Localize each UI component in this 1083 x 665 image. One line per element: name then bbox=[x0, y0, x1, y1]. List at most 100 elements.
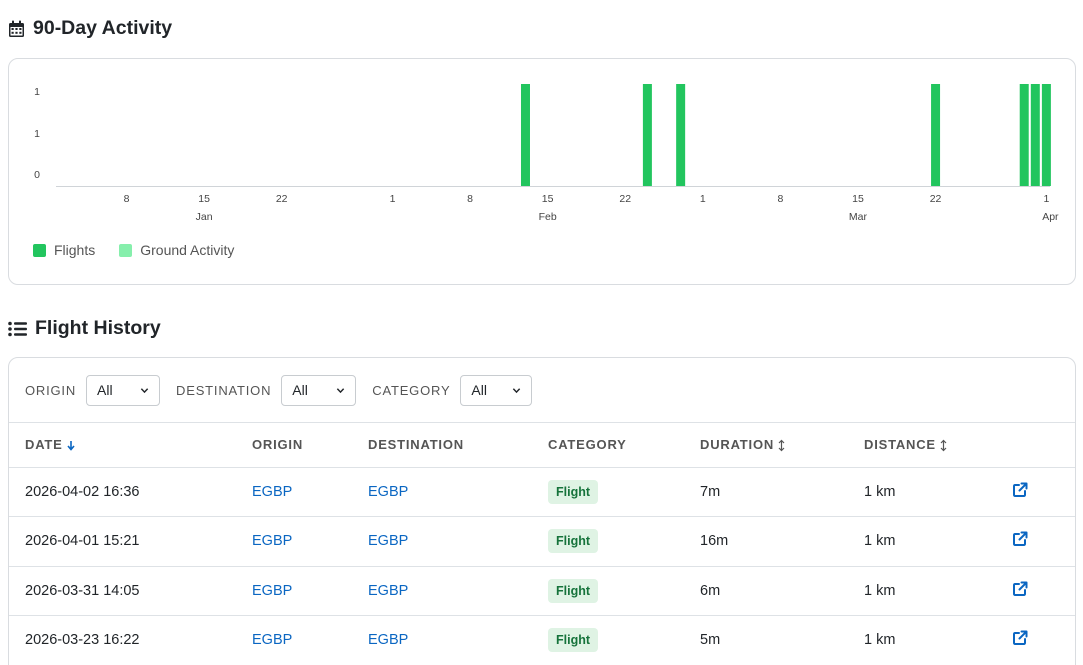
column-header-distance[interactable]: DISTANCE bbox=[864, 423, 1012, 468]
cell-destination-link[interactable]: EGBP bbox=[368, 516, 548, 567]
cell-category: Flight bbox=[548, 516, 700, 567]
column-header-origin[interactable]: ORIGIN bbox=[252, 423, 368, 468]
cell-open bbox=[1012, 615, 1075, 665]
cell-category: Flight bbox=[548, 467, 700, 517]
history-title: Flight History bbox=[8, 317, 161, 340]
column-header-destination[interactable]: DESTINATION bbox=[368, 423, 548, 468]
chart-bar bbox=[642, 84, 652, 186]
y-tick-label: 1 bbox=[34, 86, 40, 98]
cell-date: 2026-04-01 15:21 bbox=[9, 516, 252, 567]
cell-distance: 1 km bbox=[864, 615, 1012, 665]
chart-bar bbox=[931, 84, 941, 186]
table-row: 2026-03-23 16:22 EGBP EGBP Flight 5m 1 km bbox=[9, 615, 1075, 665]
x-tick-label: 22 bbox=[930, 193, 942, 205]
column-header-duration[interactable]: DURATION bbox=[700, 423, 864, 468]
table-header-row: DATE ORIGIN DESTINATION CATEGORY DURATIO… bbox=[9, 423, 1075, 468]
history-title-text: Flight History bbox=[35, 317, 161, 339]
sort-arrow-down-icon bbox=[67, 441, 75, 452]
calendar-icon bbox=[8, 20, 25, 38]
origin-filter-select[interactable]: All bbox=[86, 374, 161, 406]
cell-distance: 1 km bbox=[864, 566, 1012, 616]
list-icon bbox=[8, 321, 27, 337]
category-filter-select[interactable]: All bbox=[460, 374, 533, 406]
legend-label-flights: Flights bbox=[54, 242, 96, 258]
x-tick-label: 8 bbox=[777, 193, 783, 205]
y-tick-label: 0 bbox=[34, 169, 40, 181]
x-tick-label: 1 bbox=[700, 193, 706, 205]
sort-arrows-icon bbox=[940, 439, 947, 452]
category-badge: Flight bbox=[548, 628, 599, 653]
cell-origin-link[interactable]: EGBP bbox=[252, 467, 368, 517]
cell-date: 2026-04-02 16:36 bbox=[9, 467, 252, 517]
x-tick-label: 8 bbox=[124, 193, 130, 205]
origin-filter-value: All bbox=[97, 382, 113, 398]
origin-filter-label: ORIGIN bbox=[25, 382, 77, 398]
category-badge: Flight bbox=[548, 529, 599, 554]
chart-bar bbox=[1041, 84, 1051, 186]
chart-bar bbox=[1019, 84, 1029, 186]
category-badge: Flight bbox=[548, 479, 599, 504]
chart-bar bbox=[1030, 84, 1040, 186]
cell-date: 2026-03-31 14:05 bbox=[9, 566, 252, 616]
external-link-icon[interactable] bbox=[1012, 581, 1028, 601]
chart-legend: Flights Ground Activity bbox=[33, 242, 234, 258]
x-month-label: Jan bbox=[196, 211, 213, 223]
flight-history-table: DATE ORIGIN DESTINATION CATEGORY DURATIO… bbox=[9, 423, 1075, 665]
activity-title: 90-Day Activity bbox=[8, 17, 172, 40]
legend-item-flights[interactable]: Flights bbox=[33, 242, 95, 258]
cell-open bbox=[1012, 566, 1075, 616]
cell-date: 2026-03-23 16:22 bbox=[9, 615, 252, 665]
cell-duration: 16m bbox=[700, 516, 864, 567]
x-month-label: Apr bbox=[1042, 211, 1059, 223]
activity-chart: 1 1 0 8 15 22 1 8 15 22 1 8 15 22 1 Jan Feb Mar Apr bbox=[34, 84, 1059, 223]
external-link-icon[interactable] bbox=[1012, 482, 1028, 502]
cell-category: Flight bbox=[548, 615, 700, 665]
x-tick-label: 22 bbox=[619, 193, 631, 205]
x-tick-label: 15 bbox=[542, 193, 554, 205]
column-header-category[interactable]: CATEGORY bbox=[548, 423, 700, 468]
category-filter-label: CATEGORY bbox=[372, 382, 451, 398]
destination-filter-select[interactable]: All bbox=[281, 374, 357, 406]
legend-swatch-flights bbox=[33, 243, 46, 257]
table-row: 2026-04-02 16:36 EGBP EGBP Flight 7m 1 km bbox=[9, 467, 1075, 517]
category-filter-value: All bbox=[471, 382, 487, 398]
table-row: 2026-03-31 14:05 EGBP EGBP Flight 6m 1 km bbox=[9, 566, 1075, 616]
x-tick-label: 22 bbox=[276, 193, 288, 205]
cell-destination-link[interactable]: EGBP bbox=[368, 566, 548, 616]
y-tick-label: 1 bbox=[34, 128, 40, 140]
cell-category: Flight bbox=[548, 566, 700, 616]
external-link-icon[interactable] bbox=[1012, 630, 1028, 650]
cell-origin-link[interactable]: EGBP bbox=[252, 566, 368, 616]
x-month-label: Mar bbox=[849, 211, 868, 223]
cell-destination-link[interactable]: EGBP bbox=[368, 467, 548, 517]
cell-duration: 5m bbox=[700, 615, 864, 665]
destination-filter-label: DESTINATION bbox=[176, 382, 272, 398]
chevron-down-icon bbox=[140, 387, 149, 393]
legend-item-ground-activity[interactable]: Ground Activity bbox=[119, 242, 234, 258]
legend-swatch-ground-activity bbox=[119, 243, 133, 257]
x-month-label: Feb bbox=[539, 211, 557, 223]
cell-duration: 7m bbox=[700, 467, 864, 517]
chart-bar bbox=[676, 84, 686, 186]
cell-duration: 6m bbox=[700, 566, 864, 616]
x-tick-label: 15 bbox=[852, 193, 864, 205]
filter-bar: ORIGIN All DESTINATION All CATEGORY All bbox=[9, 358, 1075, 423]
external-link-icon[interactable] bbox=[1012, 531, 1028, 551]
table-row: 2026-04-01 15:21 EGBP EGBP Flight 16m 1 km bbox=[9, 516, 1075, 567]
cell-destination-link[interactable]: EGBP bbox=[368, 615, 548, 665]
x-tick-label: 1 bbox=[390, 193, 396, 205]
cell-open bbox=[1012, 467, 1075, 517]
x-tick-label: 1 bbox=[1043, 193, 1049, 205]
cell-origin-link[interactable]: EGBP bbox=[252, 615, 368, 665]
column-header-actions bbox=[1012, 423, 1075, 468]
flight-history-card: ORIGIN All DESTINATION All CATEGORY All … bbox=[8, 357, 1076, 665]
activity-title-text: 90-Day Activity bbox=[33, 17, 173, 39]
cell-open bbox=[1012, 516, 1075, 567]
cell-origin-link[interactable]: EGBP bbox=[252, 516, 368, 567]
legend-label-ground-activity: Ground Activity bbox=[140, 242, 235, 258]
chart-bar bbox=[520, 84, 530, 186]
chevron-down-icon bbox=[337, 387, 345, 393]
x-tick-label: 8 bbox=[467, 193, 473, 205]
column-header-date[interactable]: DATE bbox=[9, 423, 252, 468]
sort-arrows-icon bbox=[778, 439, 785, 452]
